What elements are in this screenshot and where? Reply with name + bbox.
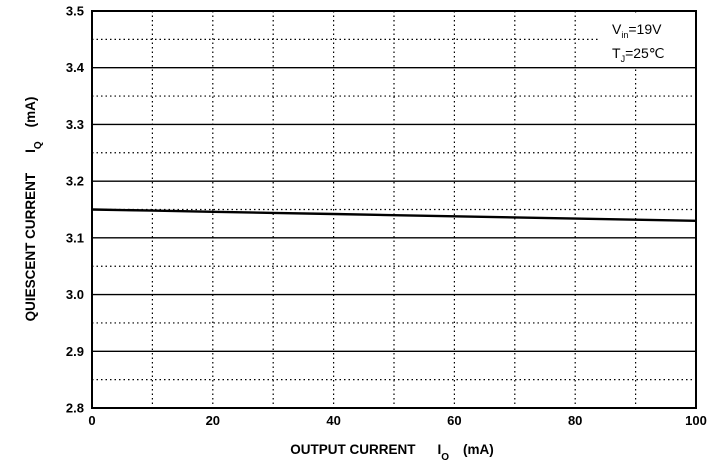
x-tick-label: 100: [685, 413, 707, 428]
series-layer: [91, 208, 697, 222]
x-tick-label: 80: [568, 413, 582, 428]
annotation-tj-rest: =25℃: [625, 45, 664, 61]
annotation-tj-base: T: [612, 45, 621, 61]
tick-labels: 0 20 40 60 80 100 2.8 2.9 3.0 3.1 3.2 3.3 3.4 3.5: [66, 4, 707, 429]
x-axis-symbol-sub: O: [441, 452, 449, 463]
x-tick-label: 40: [326, 413, 340, 428]
annotation-box: Vin=19V TJ=25℃: [600, 13, 692, 67]
y-tick-label: 3.2: [66, 174, 84, 189]
plot-frame: [91, 10, 697, 409]
y-axis-label: QUIESCENT CURRENT: [23, 172, 38, 321]
grid: [92, 11, 696, 408]
annotation-tj-sub: J: [621, 54, 626, 64]
x-tick-label: 60: [447, 413, 461, 428]
annotation-vin-sub: in: [621, 30, 628, 40]
annotation-tj: TJ=25℃: [612, 45, 665, 64]
y-axis-symbol: I: [23, 149, 38, 153]
x-axis-label: OUTPUT CURRENT: [290, 442, 416, 457]
y-axis-symbol-sub: Q: [33, 141, 44, 149]
y-tick-label: 3.1: [66, 230, 84, 245]
x-tick-label: 20: [206, 413, 220, 428]
y-tick-label: 3.5: [66, 4, 84, 19]
x-axis-unit: (mA): [463, 442, 494, 457]
y-tick-label: 3.0: [66, 287, 84, 302]
y-axis-unit: (mA): [23, 97, 38, 128]
y-tick-label: 3.4: [66, 60, 85, 75]
annotation-background: [600, 13, 692, 67]
x-axis-title: OUTPUT CURRENT IO (mA): [290, 442, 494, 463]
y-tick-label: 2.8: [66, 401, 84, 416]
annotation-vin: Vin=19V: [612, 21, 662, 40]
annotation-vin-rest: =19V: [628, 21, 662, 37]
x-axis-symbol: I: [437, 442, 441, 457]
y-tick-label: 2.9: [66, 344, 84, 359]
annotation-vin-base: V: [612, 21, 622, 37]
y-tick-label: 3.3: [66, 117, 84, 132]
x-tick-label: 0: [88, 413, 95, 428]
series-line: [91, 208, 697, 222]
y-axis-title: QUIESCENT CURRENT IQ (mA): [23, 97, 44, 322]
